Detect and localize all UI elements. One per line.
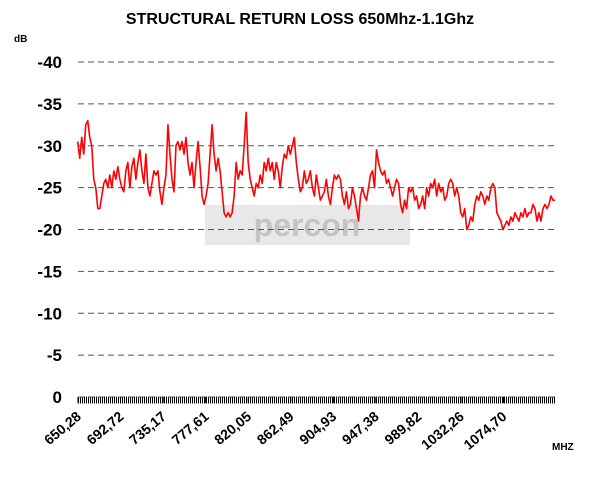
x-axis-label: MHZ <box>552 442 574 453</box>
x-tick-label: 1074,70 <box>460 408 509 453</box>
x-tick-label: 947,38 <box>339 408 382 448</box>
y-axis-label: dB <box>14 34 27 45</box>
y-tick-label: -10 <box>37 304 62 323</box>
y-tick-label: -30 <box>37 137 62 156</box>
watermark: percon <box>205 205 410 245</box>
watermark-text: percon <box>254 207 361 243</box>
x-tick-label: 862,49 <box>254 408 297 448</box>
y-tick-label: -5 <box>47 346 62 365</box>
x-tick-label: 777,61 <box>169 408 212 448</box>
y-tick-label: -15 <box>37 262 62 281</box>
x-tick-label: 820,05 <box>211 408 254 448</box>
y-tick-label: -25 <box>37 179 62 198</box>
data-line <box>76 111 555 231</box>
chart-title: STRUCTURAL RETURN LOSS 650Mhz-1.1Ghz <box>126 11 474 28</box>
x-tick-label: 650,28 <box>41 408 84 448</box>
x-tick-label: 735,17 <box>126 408 169 448</box>
x-tick-label: 904,93 <box>296 408 339 448</box>
y-tick-label: -20 <box>37 221 62 240</box>
y-tick-label: -35 <box>37 95 62 114</box>
x-tick-label: 692,72 <box>83 408 126 448</box>
watermark-box <box>205 205 410 245</box>
x-tick-label: 1032,26 <box>418 408 467 453</box>
y-tick-label: -40 <box>37 53 62 72</box>
y-tick-label: 0 <box>53 388 62 407</box>
